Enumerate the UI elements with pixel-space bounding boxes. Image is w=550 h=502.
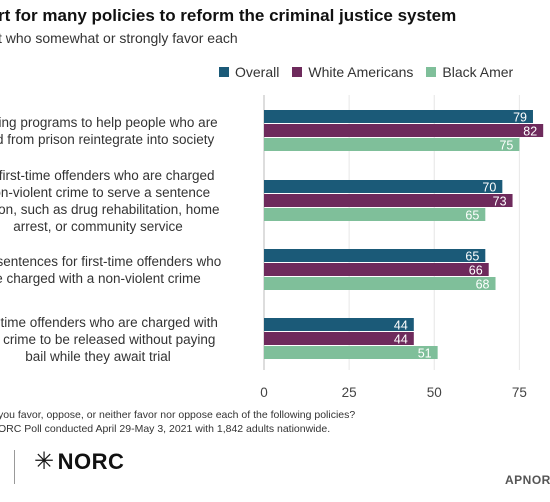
data-label: 68 (476, 278, 490, 292)
bar (264, 110, 533, 123)
data-label: 44 (394, 333, 408, 347)
legend-item-overall: Overall (219, 64, 279, 80)
x-tick-label: 0 (260, 385, 268, 400)
legend-item-white-americans: White Americans (292, 64, 413, 80)
x-tick-label: 25 (342, 385, 357, 400)
asterisk-icon: ✳ (34, 448, 55, 475)
legend-swatch-black-americans (426, 67, 437, 77)
category-label-line: non-violent crime to serve a sentence (0, 185, 211, 200)
legend-label-black-americans: Black Amer (442, 64, 514, 80)
category-label-line: all first-time offenders who are charged (0, 168, 215, 183)
category-label-line: prison, such as drug rehabilitation, hom… (0, 202, 220, 217)
bar (264, 332, 414, 345)
legend-swatch-overall (219, 67, 229, 77)
category-label: irst-time offenders who are charged with… (0, 314, 248, 365)
brand-text: APNOR (505, 473, 550, 487)
category-label-line: e charged with a non-violent crime (0, 271, 201, 286)
legend-label-overall: Overall (235, 64, 280, 80)
norc-logo-text: NORC (57, 448, 125, 474)
bar (264, 318, 414, 331)
x-tick-label: 75 (512, 385, 527, 400)
category-label-line: arrest, or community service (13, 219, 183, 234)
bar (264, 346, 438, 359)
chart-subtitle: t who somewhat or strongly favor each (0, 30, 238, 46)
data-label: 70 (482, 181, 496, 195)
x-tick-label: 50 (427, 385, 442, 400)
bar (264, 194, 513, 207)
legend-label-white-americans: White Americans (308, 64, 414, 80)
chart-title: rt for many policies to reform the crimi… (0, 6, 457, 25)
category-label-line: lishing programs to help people who are (0, 115, 218, 130)
bar (264, 277, 496, 290)
data-label: 65 (465, 209, 479, 223)
category-label-line: irst-time offenders who are charged with (0, 314, 218, 330)
bar (264, 180, 503, 193)
category-label: lishing programs to help people who are s… (0, 114, 248, 148)
bar (264, 138, 520, 151)
footnote-question: you favor, oppose, or neither favor nor … (0, 409, 356, 421)
bar (264, 124, 544, 137)
data-label: 75 (499, 139, 513, 153)
data-label: 51 (418, 347, 432, 361)
category-label: ing sentences for first-time offenders w… (0, 253, 248, 287)
category-label: all first-time offenders who are charged… (0, 167, 248, 235)
data-label: 73 (493, 195, 507, 209)
category-label-line: ing sentences for first-time offenders w… (0, 254, 222, 269)
legend-item-black-americans: Black Amer (426, 64, 513, 80)
bar (264, 208, 486, 221)
data-label: 82 (523, 125, 537, 139)
category-label-line: sed from prison reintegrate into society (0, 132, 215, 147)
bar (264, 249, 486, 262)
footnote-source: ORC Poll conducted April 29-May 3, 2021 … (0, 423, 331, 435)
data-label: 65 (465, 250, 479, 264)
divider (14, 450, 15, 484)
legend: Overall White Americans Black Amer (219, 64, 526, 80)
category-label-line: ent crime to be released without paying (0, 331, 216, 347)
data-label: 66 (469, 264, 483, 278)
category-label-line: bail while they await trial (25, 348, 171, 364)
legend-swatch-white-americans (292, 67, 303, 77)
data-label: 44 (394, 319, 408, 333)
norc-logo: ✳ NORC (34, 447, 124, 476)
data-label: 79 (513, 111, 527, 125)
bar (264, 263, 489, 276)
